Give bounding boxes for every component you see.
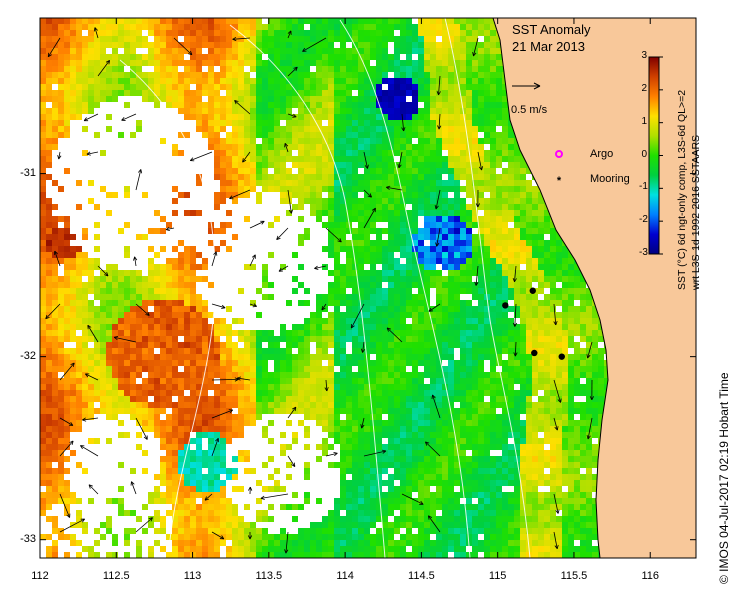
colorbar-tick-label: 0 — [641, 148, 647, 160]
vector-scale-label: 0.5 m/s — [511, 104, 548, 116]
bathymetry-contours — [119, 18, 531, 558]
colorbar-tick-label: -3 — [639, 247, 648, 258]
current-vectors — [45, 27, 594, 554]
x-tick-label: 113.5 — [255, 570, 283, 582]
argo-marker-icon — [555, 150, 563, 158]
mooring-marker-icon: * — [557, 175, 562, 187]
colorbar-label-reference: wrt L3S-1d 1992-2016 SSTAARS — [690, 134, 702, 290]
land-mass — [492, 18, 696, 558]
x-tick-label: 112.5 — [102, 570, 130, 582]
mooring-markers — [502, 287, 565, 360]
axis-ticks — [39, 18, 696, 558]
sst-field — [40, 18, 610, 558]
colorbar-label: SST (°C) 6d ngt-only comp, L3S-6d QL>=2 — [676, 89, 688, 290]
colorbar — [648, 56, 660, 255]
imos-credit: © IMOS 04-Jul-2017 02:19 Hobart Time — [717, 372, 731, 584]
x-tick-label: 114 — [336, 570, 354, 582]
x-tick-label: 115 — [488, 570, 507, 582]
y-tick-label: -31 — [20, 166, 36, 179]
x-tick-label: 112 — [31, 570, 49, 582]
x-tick-label: 113 — [183, 570, 202, 582]
mooring-point — [531, 349, 538, 357]
y-tick-label: -32 — [20, 349, 36, 362]
scale-arrow-head — [533, 82, 541, 90]
mooring-legend-label: Mooring — [590, 173, 630, 185]
map-date: 21 Mar 2013 — [512, 39, 585, 54]
colorbar-tick-label: 1 — [641, 115, 647, 127]
mooring-point — [502, 302, 509, 309]
colorbar-tick-label: -1 — [639, 181, 648, 193]
colorbar-ticks — [659, 56, 663, 255]
colorbar-tick-label: -2 — [639, 214, 648, 226]
mooring-point — [529, 287, 536, 294]
y-tick-label: -33 — [20, 532, 36, 545]
x-tick-label: 116 — [641, 570, 659, 582]
x-tick-label: 114.5 — [408, 570, 435, 582]
x-tick-label: 115.5 — [560, 570, 588, 582]
map-title: SST Anomaly — [512, 22, 591, 37]
mooring-point — [558, 353, 565, 360]
colorbar-tick-label: 3 — [641, 50, 647, 61]
argo-legend-label: Argo — [590, 148, 614, 160]
plot-frame — [39, 17, 697, 559]
colorbar-tick-label: 2 — [641, 82, 647, 94]
